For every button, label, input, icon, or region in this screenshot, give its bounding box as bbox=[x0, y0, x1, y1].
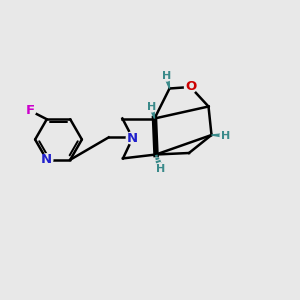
Text: H: H bbox=[162, 70, 171, 81]
Polygon shape bbox=[164, 75, 170, 88]
Text: F: F bbox=[26, 104, 35, 117]
Text: H: H bbox=[147, 101, 156, 112]
Circle shape bbox=[146, 101, 157, 112]
Circle shape bbox=[25, 105, 36, 116]
Circle shape bbox=[220, 130, 231, 141]
Text: N: N bbox=[127, 131, 138, 145]
Circle shape bbox=[161, 70, 172, 81]
Polygon shape bbox=[149, 106, 154, 118]
Text: H: H bbox=[156, 164, 165, 174]
Text: H: H bbox=[221, 130, 230, 141]
Circle shape bbox=[184, 81, 196, 93]
Text: N: N bbox=[41, 153, 52, 166]
Text: O: O bbox=[185, 80, 196, 94]
Polygon shape bbox=[212, 133, 229, 138]
Circle shape bbox=[41, 154, 53, 166]
Circle shape bbox=[155, 163, 166, 174]
Circle shape bbox=[126, 132, 139, 144]
